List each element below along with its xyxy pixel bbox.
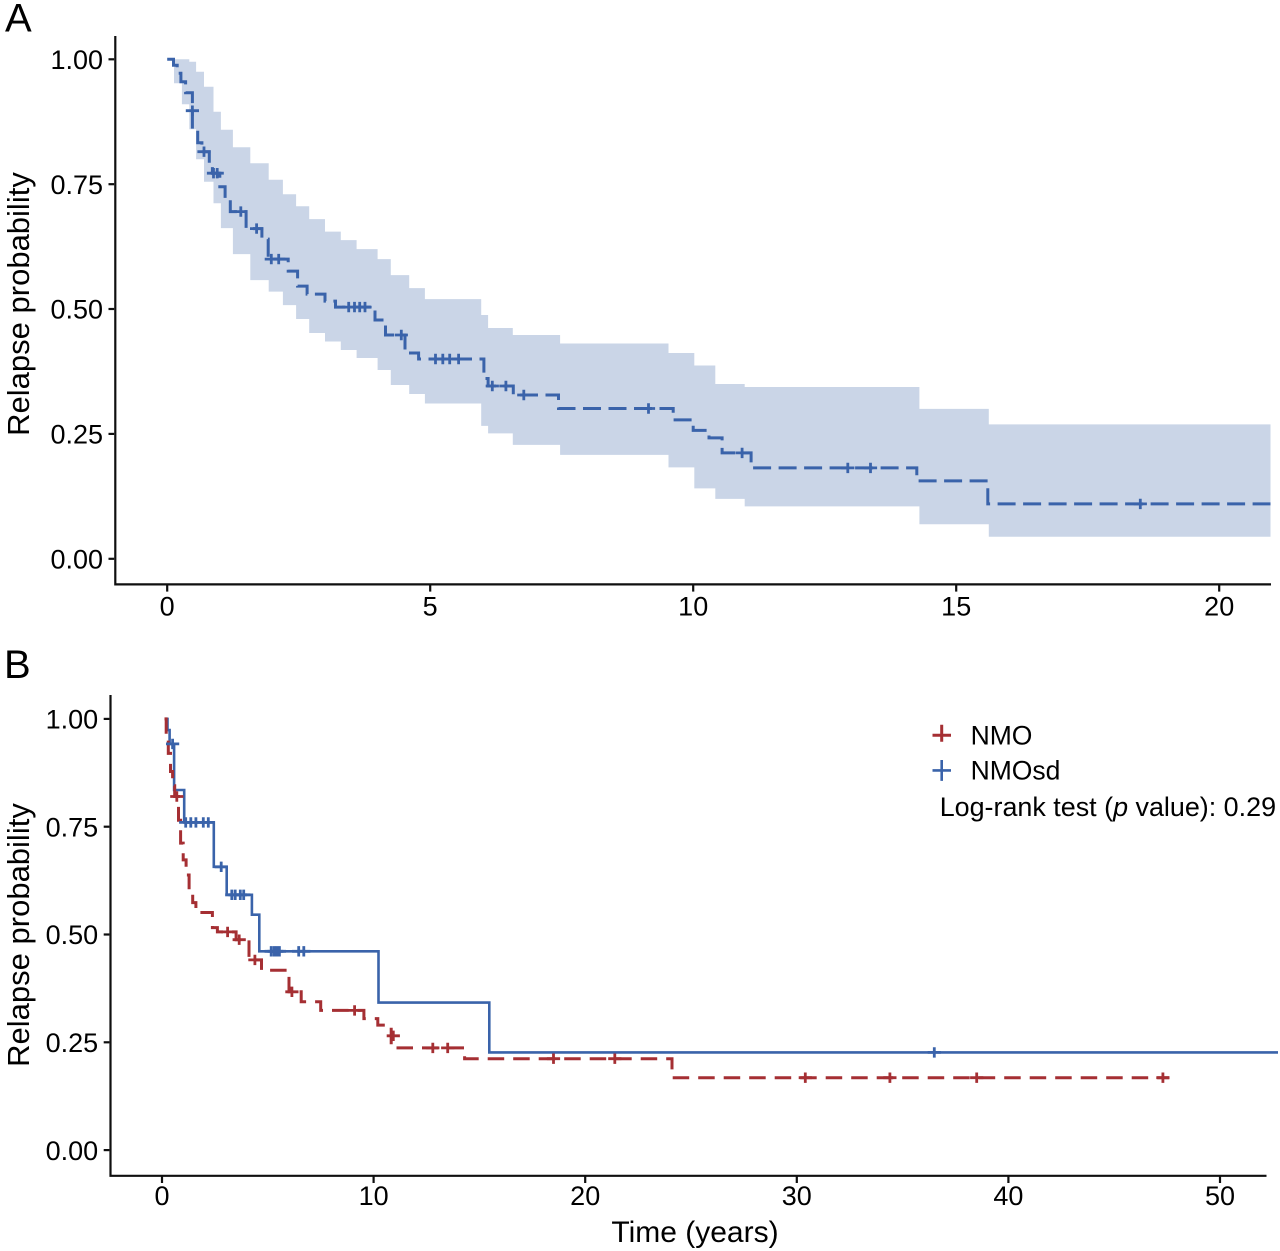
svg-text:20: 20 bbox=[1204, 592, 1234, 622]
svg-text:10: 10 bbox=[678, 592, 708, 622]
svg-text:0.00: 0.00 bbox=[50, 545, 103, 575]
svg-text:10: 10 bbox=[359, 1181, 389, 1211]
svg-text:NMOsd: NMOsd bbox=[971, 756, 1061, 786]
svg-text:NMO: NMO bbox=[971, 721, 1033, 751]
svg-text:0.50: 0.50 bbox=[50, 295, 103, 325]
svg-text:30: 30 bbox=[782, 1181, 812, 1211]
svg-text:B: B bbox=[4, 643, 31, 687]
svg-text:Log-rank test (p value): 0.29: Log-rank test (p value): 0.29 bbox=[940, 792, 1276, 822]
svg-text:Time (years): Time (years) bbox=[611, 1216, 778, 1249]
svg-text:50: 50 bbox=[1205, 1181, 1235, 1211]
svg-text:0.00: 0.00 bbox=[46, 1136, 99, 1166]
svg-text:0: 0 bbox=[160, 592, 175, 622]
svg-text:20: 20 bbox=[570, 1181, 600, 1211]
svg-text:A: A bbox=[5, 0, 32, 41]
svg-text:5: 5 bbox=[423, 592, 438, 622]
svg-text:0.25: 0.25 bbox=[50, 420, 103, 450]
svg-text:15: 15 bbox=[941, 592, 971, 622]
svg-text:Relapse probability: Relapse probability bbox=[1, 803, 36, 1067]
svg-text:1.00: 1.00 bbox=[46, 705, 99, 735]
svg-text:40: 40 bbox=[993, 1181, 1023, 1211]
svg-text:0: 0 bbox=[154, 1181, 169, 1211]
svg-text:0.50: 0.50 bbox=[46, 920, 99, 950]
svg-text:Relapse probability: Relapse probability bbox=[1, 172, 36, 436]
svg-text:0.75: 0.75 bbox=[50, 170, 103, 200]
svg-text:1.00: 1.00 bbox=[50, 45, 103, 75]
svg-text:0.25: 0.25 bbox=[46, 1028, 99, 1058]
svg-text:0.75: 0.75 bbox=[46, 812, 99, 842]
